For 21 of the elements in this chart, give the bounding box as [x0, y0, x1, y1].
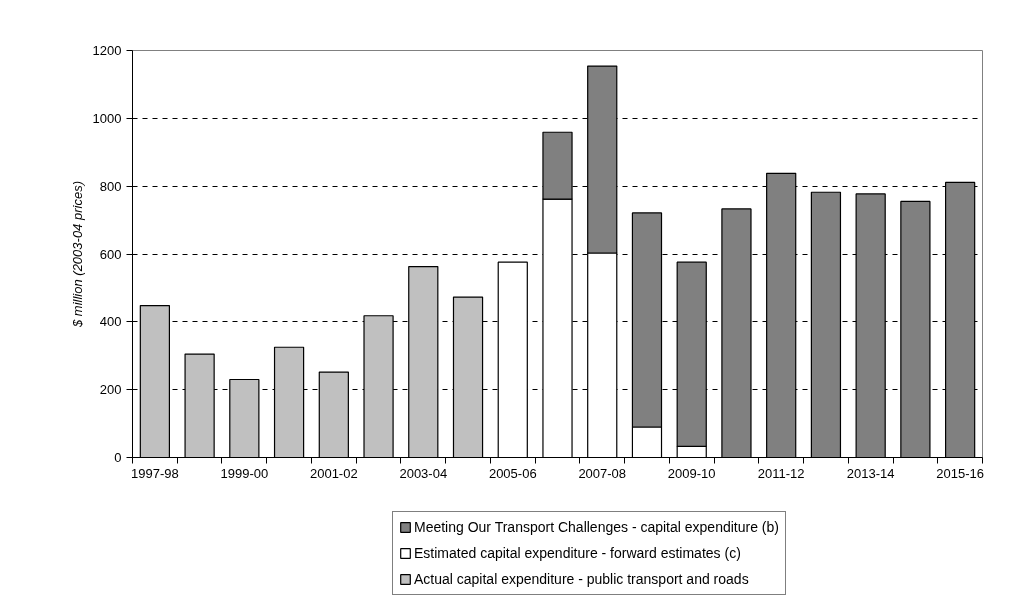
- legend-label: Meeting Our Transport Challenges - capital expenditure (b): [414, 518, 779, 536]
- y-axis-title: $ million (2003-04 prices): [69, 181, 85, 328]
- y-tick-label: 200: [99, 382, 122, 398]
- x-tick-label: 1999-00: [220, 465, 269, 481]
- x-tick-label: 2013-14: [846, 465, 895, 481]
- x-tick-label: 2003-04: [399, 465, 448, 481]
- y-tick-label: 1000: [92, 110, 122, 126]
- y-tick-label: 0: [114, 450, 122, 465]
- x-tick-label: 2015-16: [936, 465, 984, 481]
- x-tick-label: 2011-12: [757, 465, 805, 481]
- y-tick-label: 400: [99, 314, 122, 330]
- x-tick-label: 2005-06: [488, 465, 537, 481]
- x-tick-label: 2001-02: [309, 465, 358, 481]
- legend-label: Actual capital expenditure - public transport and roads: [414, 570, 749, 588]
- y-tick-label: 800: [99, 178, 122, 194]
- y-tick-label: 600: [99, 246, 122, 262]
- x-tick-label: 2007-08: [578, 465, 627, 481]
- legend-label: Estimated capital expenditure - forward estimates (c): [414, 544, 741, 562]
- x-tick-label: 2009-10: [667, 465, 716, 481]
- y-tick-label: 1200: [92, 43, 122, 58]
- x-tick-label: 1997-98: [131, 465, 179, 481]
